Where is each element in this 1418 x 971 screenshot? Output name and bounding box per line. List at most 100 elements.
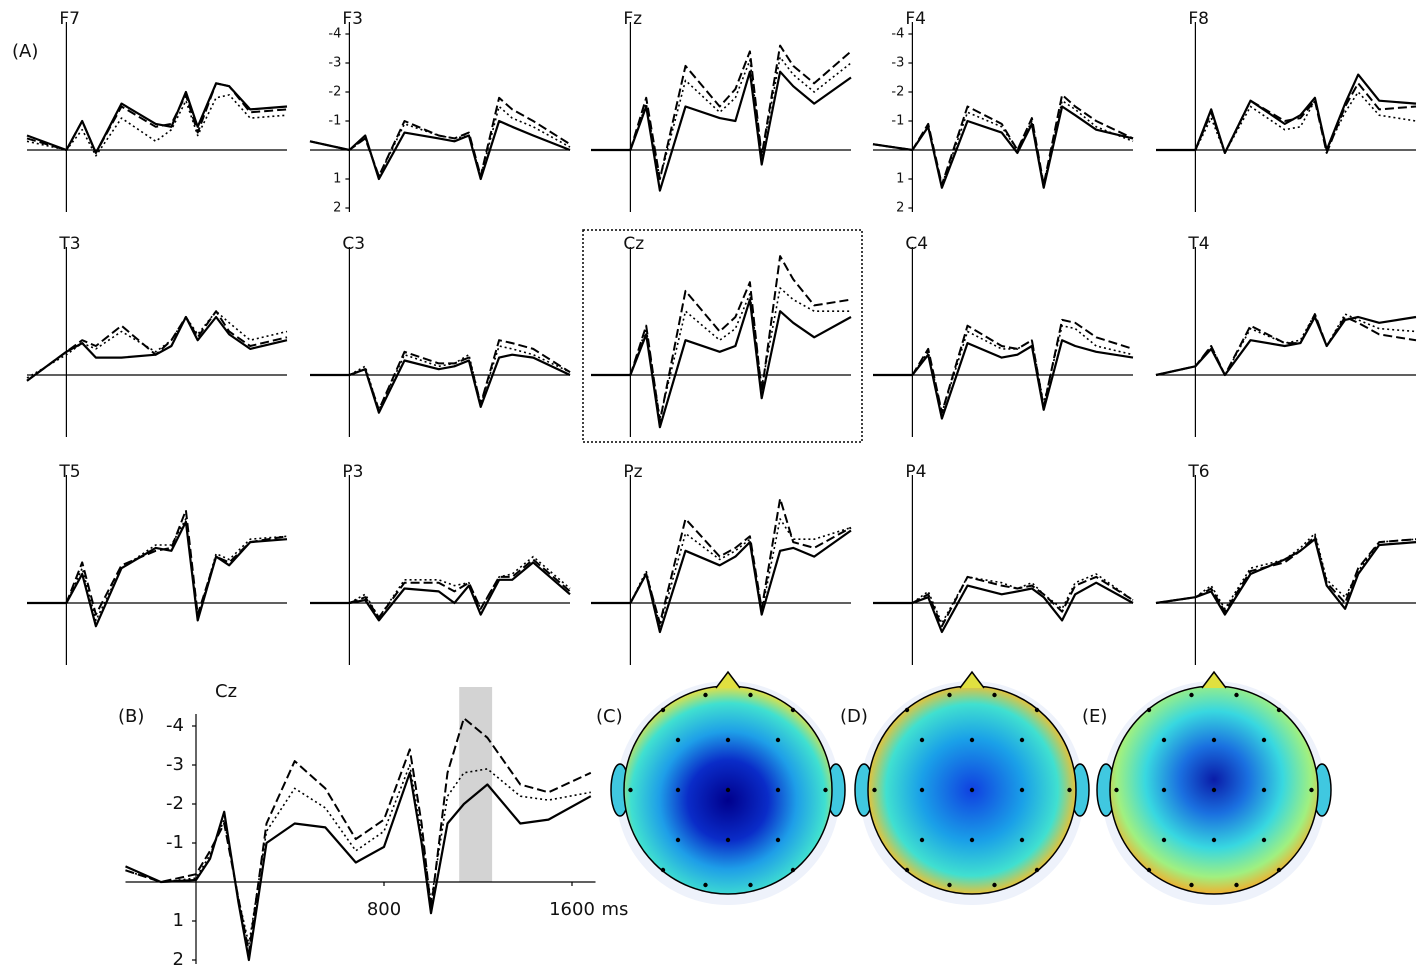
erp-line xyxy=(310,561,571,622)
electrode xyxy=(1276,707,1282,713)
erp-line xyxy=(310,555,571,619)
panel-label: (B) xyxy=(118,706,144,727)
electrode xyxy=(969,787,975,793)
erp-line xyxy=(27,518,288,622)
electrode xyxy=(1234,882,1239,888)
nose xyxy=(1201,670,1227,689)
erp-line xyxy=(591,44,852,180)
electrode xyxy=(1019,737,1025,743)
x-tick-label: 1600 xyxy=(549,899,595,920)
panel-title: T3 xyxy=(58,234,80,254)
electrode xyxy=(775,787,781,793)
erp-line xyxy=(1156,73,1417,154)
y-tick-label: -1 xyxy=(328,114,341,129)
electrode xyxy=(660,867,666,873)
erp-line xyxy=(1155,535,1417,613)
panel-title: P3 xyxy=(342,462,363,482)
erp-line xyxy=(1155,313,1417,376)
nose xyxy=(959,670,985,689)
electrode xyxy=(1234,692,1239,698)
electrode xyxy=(919,837,925,843)
y-tick-label: -4 xyxy=(166,715,184,736)
topomap-group: (C) (D) (E) xyxy=(596,670,1332,905)
electrode xyxy=(904,867,910,873)
electrode xyxy=(1211,737,1217,743)
erp-line xyxy=(872,93,1134,186)
panel-title: F8 xyxy=(1188,9,1209,29)
erp-line xyxy=(26,82,288,154)
erp-line xyxy=(591,298,852,429)
panel-title: P4 xyxy=(905,462,926,482)
panel-title: F7 xyxy=(59,9,80,29)
panel-title: T4 xyxy=(1187,234,1209,254)
electrode xyxy=(675,737,681,743)
erp-line xyxy=(309,119,571,181)
electrode xyxy=(1211,837,1217,843)
erp-line xyxy=(873,581,1134,634)
electrode xyxy=(947,882,952,888)
panel-title: Cz xyxy=(623,234,644,254)
erp-line xyxy=(309,105,571,177)
electrode xyxy=(790,867,796,873)
x-tick-label: 800 xyxy=(367,899,401,920)
panel-label: (D) xyxy=(840,706,868,727)
electrode xyxy=(1189,882,1194,888)
electrode xyxy=(790,707,796,713)
y-tick-label: -4 xyxy=(891,27,904,42)
electrode xyxy=(992,882,997,888)
electrode xyxy=(1034,707,1040,713)
electrode xyxy=(703,882,708,888)
y-tick-label: 1 xyxy=(173,910,184,931)
y-tick-label: 2 xyxy=(333,201,341,216)
erp-line xyxy=(1155,315,1417,377)
y-tick-label: -3 xyxy=(166,754,184,775)
electrode xyxy=(725,787,731,793)
panel-title: C4 xyxy=(905,234,928,254)
erp-line xyxy=(26,310,288,379)
panel-title: Cz xyxy=(215,681,237,702)
erp-line xyxy=(125,771,592,962)
y-tick-label: -2 xyxy=(166,793,184,814)
electrode xyxy=(748,882,753,888)
electrode xyxy=(1161,737,1167,743)
electrode xyxy=(1161,837,1167,843)
electrode xyxy=(969,737,975,743)
erp-line xyxy=(27,509,288,616)
erp-line xyxy=(1156,82,1417,154)
erp-line xyxy=(27,520,288,628)
electrode xyxy=(1067,787,1072,793)
panel-title: Pz xyxy=(623,462,642,482)
y-tick-label: -4 xyxy=(328,27,341,42)
panel-title: T5 xyxy=(58,462,80,482)
electrode xyxy=(1019,837,1025,843)
electrode xyxy=(1019,787,1025,793)
y-tick-label: -1 xyxy=(166,832,184,853)
x-axis-label: ms xyxy=(602,899,629,920)
electrode xyxy=(919,737,925,743)
electrode xyxy=(992,692,997,698)
electrode xyxy=(1309,787,1314,793)
electrode xyxy=(1276,867,1282,873)
y-tick-label: 1 xyxy=(333,172,341,187)
electrode xyxy=(775,737,781,743)
panel-title: F3 xyxy=(342,9,363,29)
erp-line xyxy=(591,56,852,180)
y-tick-label: -1 xyxy=(891,114,904,129)
erp-line xyxy=(125,764,591,946)
electrode xyxy=(1261,837,1267,843)
electrode xyxy=(660,707,666,713)
electrode xyxy=(872,787,877,793)
electrode xyxy=(904,707,910,713)
erp-line xyxy=(125,717,592,954)
erp-line xyxy=(873,318,1134,414)
electrode xyxy=(703,692,708,698)
erp-line xyxy=(310,558,571,619)
panel-label: (E) xyxy=(1082,706,1107,727)
electrode xyxy=(1034,867,1040,873)
electrode xyxy=(1211,787,1217,793)
electrode xyxy=(675,787,681,793)
erp-line xyxy=(591,255,852,423)
panel-label: (C) xyxy=(596,706,623,727)
